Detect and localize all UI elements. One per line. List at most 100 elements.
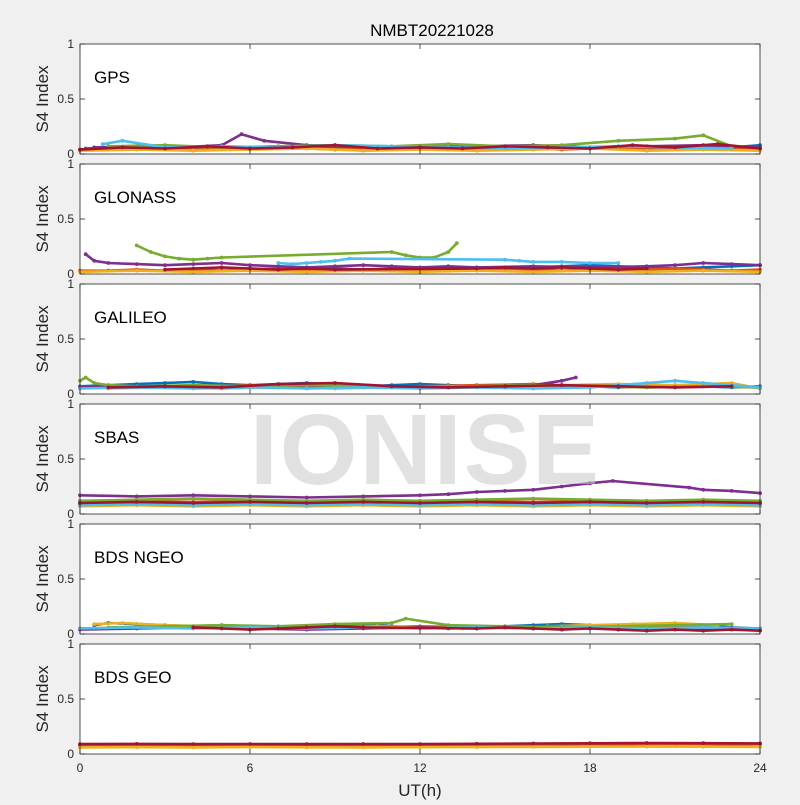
- series-group: [78, 616, 762, 633]
- data-point: [191, 257, 196, 262]
- data-point: [729, 489, 734, 493]
- data-point: [531, 487, 536, 492]
- data-point: [361, 745, 366, 750]
- data-point: [503, 384, 507, 389]
- data-point: [239, 132, 244, 137]
- data-point: [531, 260, 536, 264]
- data-point: [276, 382, 281, 386]
- data-point: [474, 266, 479, 271]
- data-point: [219, 261, 224, 265]
- data-point: [460, 146, 465, 151]
- data-point: [616, 267, 621, 272]
- data-point: [262, 138, 267, 143]
- data-point: [418, 145, 422, 150]
- data-point: [673, 623, 677, 628]
- data-point: [673, 145, 677, 150]
- data-point: [687, 485, 692, 490]
- data-point: [304, 501, 309, 505]
- data-point: [644, 744, 649, 749]
- data-point: [531, 386, 536, 391]
- data-point: [191, 625, 196, 630]
- data-point: [134, 625, 139, 630]
- y-tick-label: 1: [67, 277, 74, 291]
- data-point: [177, 256, 182, 261]
- data-point: [715, 142, 720, 147]
- data-point: [134, 268, 139, 273]
- series-line: [79, 479, 761, 499]
- y-tick-label: 1: [67, 157, 74, 171]
- data-point: [106, 385, 111, 390]
- y-tick-label: 0.5: [57, 572, 74, 586]
- panel-glonass: 0 0.5 1 S4 Index GLONASS: [33, 157, 762, 281]
- data-point: [616, 261, 621, 265]
- data-point: [644, 269, 649, 274]
- series-group: [78, 132, 762, 153]
- data-point: [361, 500, 366, 504]
- data-point: [375, 146, 380, 151]
- y-tick-label: 0: [67, 627, 74, 641]
- data-point: [276, 261, 281, 265]
- data-point: [318, 260, 323, 264]
- data-point: [531, 626, 536, 631]
- data-point: [503, 144, 507, 149]
- data-point: [361, 385, 366, 390]
- data-point: [630, 143, 635, 148]
- chart-title: NMBT20221028: [370, 21, 494, 40]
- series-line: [193, 624, 761, 633]
- x-tick-label: 0: [77, 761, 84, 775]
- data-point: [120, 145, 125, 150]
- data-point: [361, 494, 366, 499]
- data-point: [559, 260, 564, 264]
- data-point: [92, 258, 97, 263]
- data-point: [333, 381, 337, 385]
- data-point: [205, 144, 210, 149]
- series-group: [78, 479, 762, 509]
- data-point: [418, 493, 422, 498]
- data-point: [191, 266, 196, 271]
- data-point: [361, 148, 366, 153]
- data-point: [219, 385, 224, 390]
- y-tick-label: 0: [67, 267, 74, 281]
- y-tick-label: 0.5: [57, 452, 74, 466]
- data-point: [701, 741, 706, 746]
- data-point: [545, 145, 550, 150]
- data-point: [559, 265, 564, 270]
- data-point: [673, 266, 677, 271]
- data-point: [304, 495, 309, 500]
- data-point: [191, 496, 196, 501]
- panel-sbas: 0 0.5 1 S4 Index SBAS: [33, 397, 762, 521]
- y-axis-label: S4 Index: [33, 185, 52, 253]
- data-point: [616, 138, 621, 143]
- data-point: [588, 626, 592, 631]
- data-point: [134, 243, 139, 248]
- plot-area: [80, 44, 760, 154]
- data-point: [83, 252, 88, 257]
- data-point: [163, 267, 167, 272]
- data-point: [616, 384, 621, 389]
- data-point: [191, 501, 196, 505]
- panel-gps: 0 0.5 1 S4 Index GPS: [33, 37, 762, 161]
- data-point: [588, 741, 592, 746]
- data-point: [701, 628, 706, 633]
- data-point: [588, 500, 592, 504]
- data-point: [389, 264, 394, 269]
- data-point: [134, 262, 139, 266]
- data-point: [474, 490, 479, 494]
- data-point: [673, 263, 677, 268]
- data-point: [559, 383, 564, 388]
- data-point: [673, 627, 677, 632]
- plot-area: [80, 644, 760, 754]
- data-point: [361, 742, 366, 746]
- data-point: [701, 487, 706, 492]
- data-point: [248, 745, 252, 749]
- y-tick-label: 0.5: [57, 92, 74, 106]
- y-tick-label: 0: [67, 147, 74, 161]
- data-point: [588, 266, 592, 271]
- data-point: [290, 262, 295, 266]
- data-point: [163, 146, 167, 151]
- data-point: [446, 264, 451, 269]
- data-point: [191, 745, 196, 750]
- data-point: [389, 250, 394, 254]
- data-point: [517, 258, 522, 263]
